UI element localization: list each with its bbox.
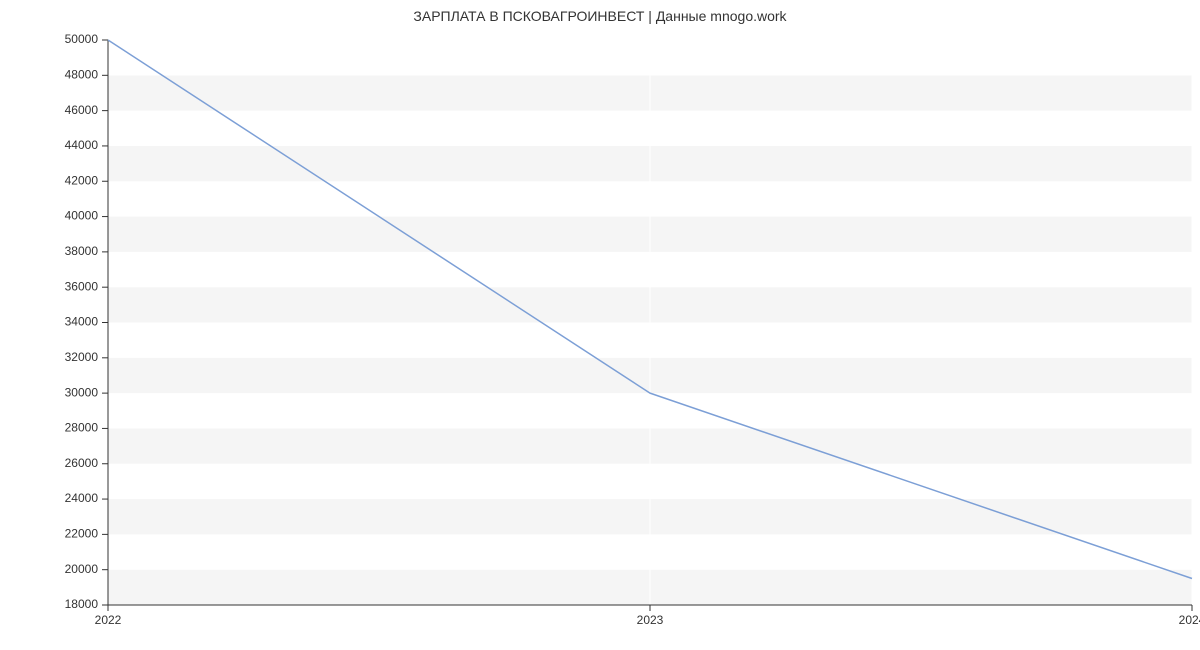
- y-tick-label: 20000: [65, 562, 99, 576]
- y-tick-label: 30000: [65, 385, 99, 399]
- y-tick-label: 38000: [65, 244, 99, 258]
- y-tick-label: 18000: [65, 597, 99, 611]
- y-tick-label: 32000: [65, 350, 99, 364]
- y-tick-label: 50000: [65, 32, 99, 46]
- y-tick-label: 26000: [65, 456, 99, 470]
- y-tick-label: 48000: [65, 67, 99, 81]
- salary-chart: ЗАРПЛАТА В ПСКОВАГРОИНВЕСТ | Данные mnog…: [0, 0, 1200, 650]
- x-tick-label: 2024: [1179, 613, 1200, 627]
- y-tick-label: 34000: [65, 315, 99, 329]
- y-tick-label: 42000: [65, 173, 99, 187]
- y-tick-label: 28000: [65, 421, 99, 435]
- chart-svg: 18000 20000 22000 24000 26000 28000 30000 32000…: [0, 0, 1200, 650]
- y-tick-label: 40000: [65, 209, 99, 223]
- y-tick-label: 36000: [65, 279, 99, 293]
- x-tick-label: 2022: [95, 613, 122, 627]
- x-tick-label: 2023: [637, 613, 664, 627]
- y-tick-label: 46000: [65, 103, 99, 117]
- chart-title: ЗАРПЛАТА В ПСКОВАГРОИНВЕСТ | Данные mnog…: [0, 8, 1200, 24]
- y-tick-label: 22000: [65, 527, 99, 541]
- y-tick-label: 24000: [65, 491, 99, 505]
- y-tick-label: 44000: [65, 138, 99, 152]
